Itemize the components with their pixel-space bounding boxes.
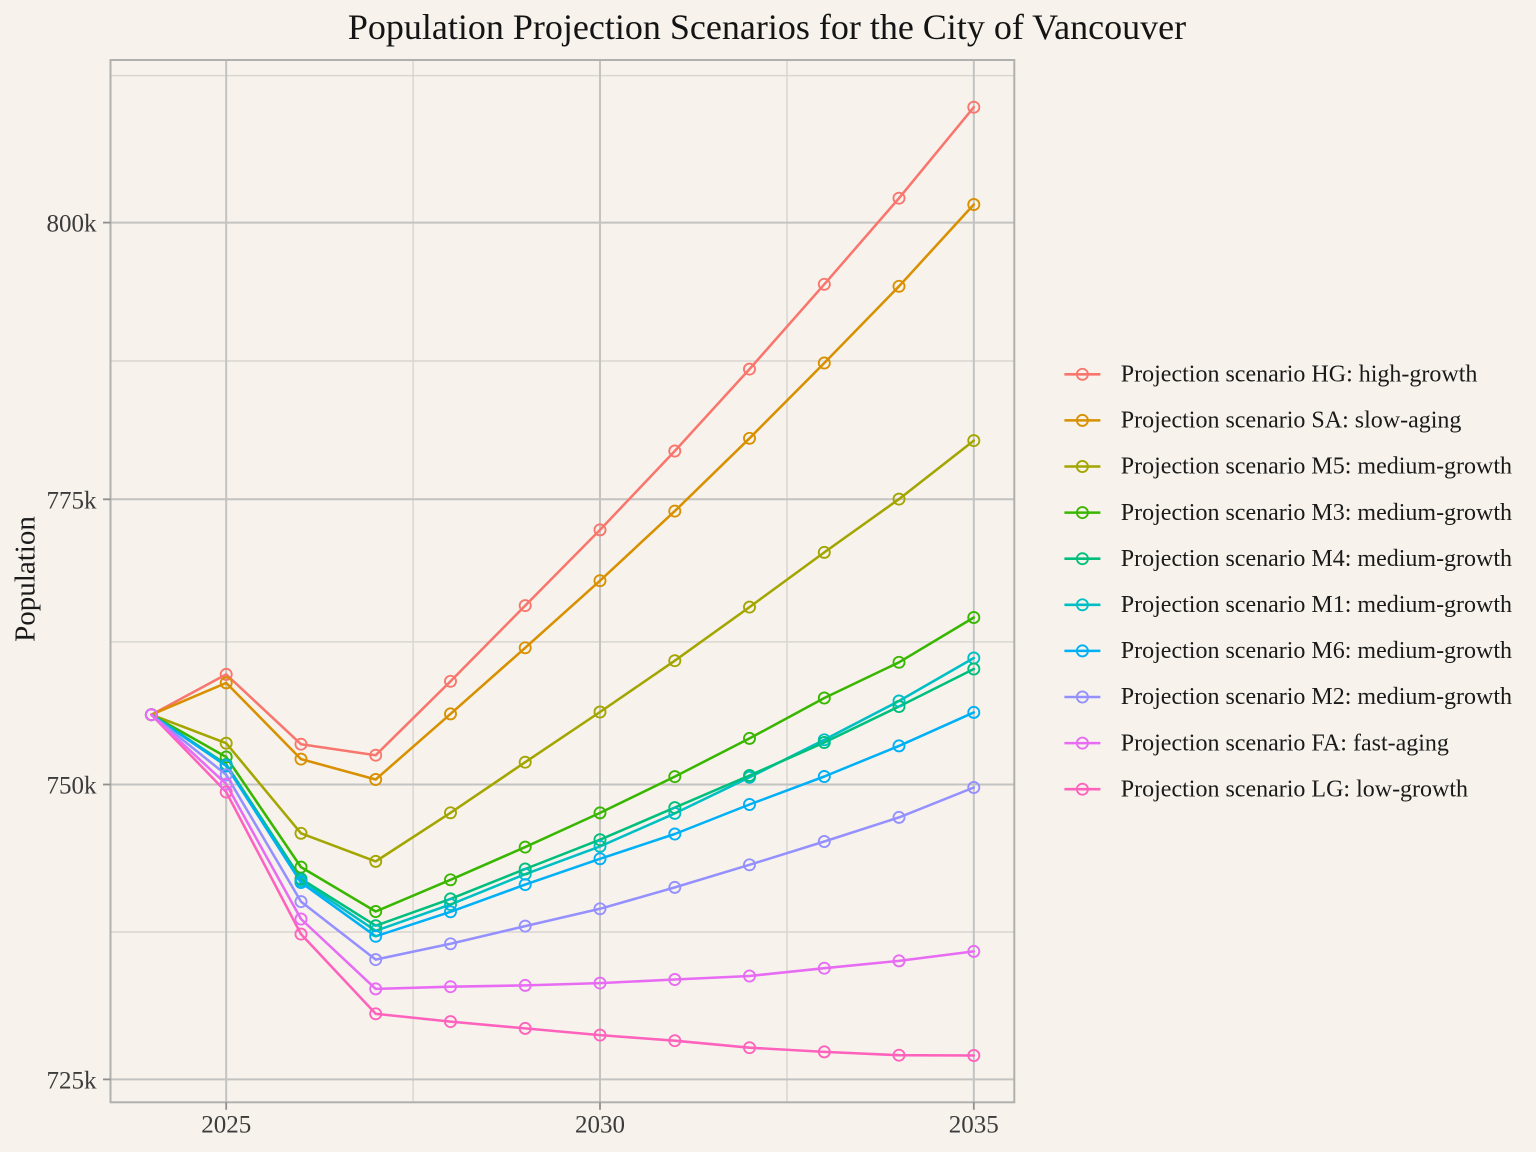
- svg-text:Projection scenario SA: slow-a: Projection scenario SA: slow-aging: [1121, 408, 1462, 434]
- svg-text:Projection scenario M5: medium: Projection scenario M5: medium-growth: [1121, 454, 1512, 480]
- svg-text:Projection scenario M6: medium: Projection scenario M6: medium-growth: [1121, 638, 1512, 664]
- svg-text:Projection scenario HG: high-g: Projection scenario HG: high-growth: [1121, 362, 1478, 388]
- svg-text:2035: 2035: [949, 1112, 999, 1139]
- svg-text:Projection scenario M4: medium: Projection scenario M4: medium-growth: [1121, 546, 1512, 572]
- svg-text:2030: 2030: [575, 1112, 625, 1139]
- svg-text:Projection scenario M1: medium: Projection scenario M1: medium-growth: [1121, 592, 1512, 618]
- svg-text:Population: Population: [10, 516, 42, 642]
- svg-text:775k: 775k: [47, 487, 98, 514]
- svg-text:800k: 800k: [47, 211, 98, 238]
- svg-text:750k: 750k: [47, 773, 98, 800]
- svg-text:Projection scenario LG: low-gr: Projection scenario LG: low-growth: [1121, 776, 1468, 802]
- svg-text:Population Projection Scenario: Population Projection Scenarios for the …: [348, 7, 1186, 47]
- svg-text:Projection scenario M3: medium: Projection scenario M3: medium-growth: [1121, 500, 1512, 526]
- svg-text:Projection scenario FA: fast-a: Projection scenario FA: fast-aging: [1121, 730, 1449, 756]
- svg-text:725k: 725k: [47, 1067, 98, 1094]
- svg-text:Projection scenario M2: medium: Projection scenario M2: medium-growth: [1121, 684, 1512, 710]
- svg-text:2025: 2025: [201, 1112, 251, 1139]
